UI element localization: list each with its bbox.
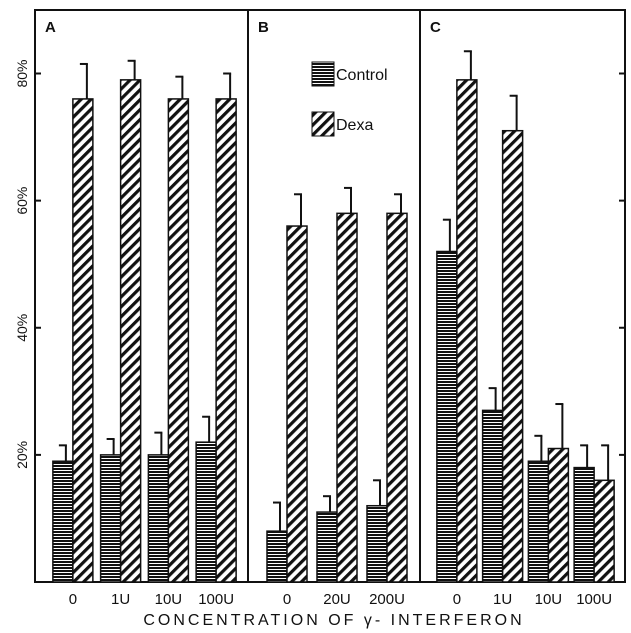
- bar-dexa: [72, 98, 94, 583]
- x-tick-label: 0: [69, 591, 77, 608]
- bar-control: [195, 441, 217, 583]
- x-tick-label: 10U: [535, 591, 563, 608]
- bar-control: [52, 460, 74, 583]
- x-tick-label: 200U: [369, 591, 405, 608]
- x-tick-label: 1U: [111, 591, 130, 608]
- x-tick-label: 100U: [576, 591, 612, 608]
- bar-dexa: [547, 447, 570, 583]
- x-axis-label: CONCENTRATION OF γ- INTERFERON: [143, 612, 524, 629]
- bar-control: [147, 454, 170, 583]
- bar-control: [366, 504, 388, 583]
- x-tick-label: 10U: [155, 591, 183, 608]
- bar-dexa: [286, 225, 308, 583]
- bar-dexa: [215, 98, 237, 583]
- bar-dexa: [501, 129, 524, 583]
- legend-label: Dexa: [336, 117, 373, 134]
- bar-control: [99, 454, 122, 583]
- bar-control: [316, 511, 338, 583]
- axis-ticks: 20% 40% 60% 80% 0 1U 10U 100U 0 20U 200U 0 1U 10U 100U: [14, 59, 625, 608]
- bar-dexa: [593, 479, 615, 583]
- bar-control: [266, 530, 288, 583]
- y-tick-label: 80%: [14, 59, 30, 87]
- x-tick-label: 20U: [323, 591, 351, 608]
- bar-dexa: [336, 212, 358, 583]
- x-tick-label: 100U: [198, 591, 234, 608]
- panel-label: A: [45, 19, 56, 36]
- bars: [52, 50, 615, 583]
- bar-control: [573, 466, 595, 583]
- bar-control: [436, 250, 458, 583]
- bar-dexa: [456, 79, 478, 583]
- panel-label: C: [430, 19, 441, 36]
- legend: Control Dexa: [311, 61, 388, 137]
- bar-control: [481, 409, 504, 583]
- x-tick-label: 1U: [493, 591, 512, 608]
- bar-control: [527, 460, 550, 583]
- x-tick-label: 0: [453, 591, 461, 608]
- y-tick-label: 20%: [14, 441, 30, 469]
- y-tick-label: 40%: [14, 314, 30, 342]
- legend-label: Control: [336, 67, 388, 84]
- bar-dexa: [119, 79, 142, 583]
- y-tick-label: 60%: [14, 187, 30, 215]
- legend-swatch-dexa: [311, 111, 335, 137]
- bar-dexa: [167, 98, 190, 583]
- panel-label: B: [258, 19, 269, 36]
- legend-swatch-control: [311, 61, 335, 87]
- bar-dexa: [386, 212, 408, 583]
- x-tick-label: 0: [283, 591, 291, 608]
